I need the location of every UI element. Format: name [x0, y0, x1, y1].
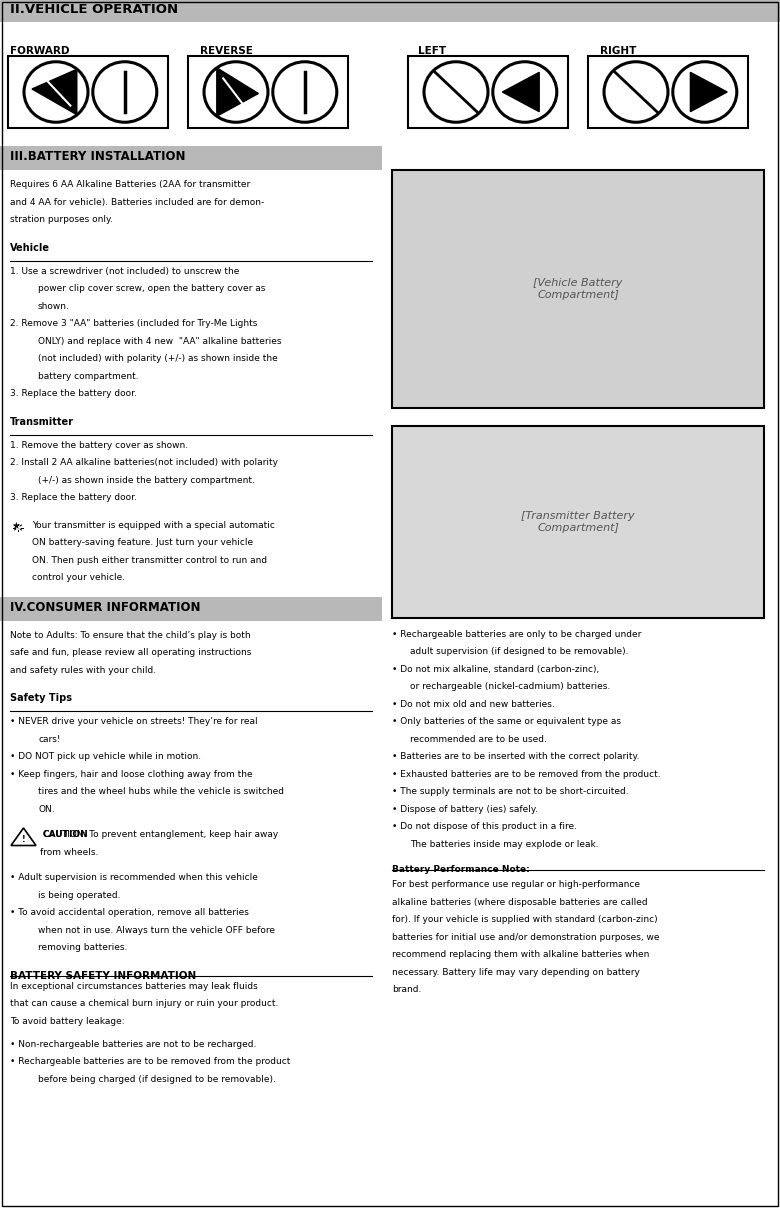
- Bar: [8, 56, 168, 128]
- Bar: [588, 56, 748, 128]
- Text: that can cause a chemical burn injury or ruin your product.: that can cause a chemical burn injury or…: [10, 999, 278, 1007]
- Text: [Vehicle Battery
Compartment]: [Vehicle Battery Compartment]: [534, 278, 622, 300]
- Text: • To avoid accidental operation, remove all batteries: • To avoid accidental operation, remove …: [10, 908, 249, 917]
- Text: 3. Replace the battery door.: 3. Replace the battery door.: [10, 389, 136, 397]
- Text: Vehicle: Vehicle: [10, 243, 50, 252]
- Text: BATTERY SAFETY INFORMATION: BATTERY SAFETY INFORMATION: [10, 970, 197, 981]
- Text: ON. Then push either transmitter control to run and: ON. Then push either transmitter control…: [32, 556, 267, 564]
- Text: cars!: cars!: [38, 734, 61, 743]
- Bar: [0, 0, 780, 22]
- Ellipse shape: [273, 62, 337, 122]
- Ellipse shape: [493, 62, 557, 122]
- Text: CAUTION: To prevent entanglement, keep hair away: CAUTION: To prevent entanglement, keep h…: [40, 830, 278, 840]
- Text: when not in use. Always turn the vehicle OFF before: when not in use. Always turn the vehicle…: [38, 925, 275, 935]
- Text: II.VEHICLE OPERATION: II.VEHICLE OPERATION: [10, 4, 178, 17]
- Text: RIGHT: RIGHT: [600, 46, 636, 56]
- Text: LEFT: LEFT: [418, 46, 446, 56]
- Text: ONLY) and replace with 4 new  "AA" alkaline batteries: ONLY) and replace with 4 new "AA" alkali…: [38, 337, 282, 345]
- Text: To avoid battery leakage:: To avoid battery leakage:: [10, 1016, 125, 1026]
- Text: ★: ★: [11, 521, 20, 530]
- Text: • Non-rechargeable batteries are not to be recharged.: • Non-rechargeable batteries are not to …: [10, 1040, 257, 1049]
- Bar: [0, 146, 382, 170]
- Ellipse shape: [204, 62, 268, 122]
- Text: Your transmitter is equipped with a special automatic: Your transmitter is equipped with a spec…: [32, 521, 275, 529]
- Text: safe and fun, please review all operating instructions: safe and fun, please review all operatin…: [10, 647, 251, 657]
- Text: recommend replacing them with alkaline batteries when: recommend replacing them with alkaline b…: [392, 951, 650, 959]
- Text: III.BATTERY INSTALLATION: III.BATTERY INSTALLATION: [10, 150, 186, 163]
- Text: power clip cover screw, open the battery cover as: power clip cover screw, open the battery…: [38, 284, 265, 294]
- Text: !: !: [22, 835, 25, 843]
- Text: removing batteries.: removing batteries.: [38, 943, 127, 952]
- Text: control your vehicle.: control your vehicle.: [32, 573, 125, 582]
- Text: alkaline batteries (where disposable batteries are called: alkaline batteries (where disposable bat…: [392, 898, 647, 907]
- Text: is being operated.: is being operated.: [38, 890, 120, 900]
- Text: • Do not mix old and new batteries.: • Do not mix old and new batteries.: [392, 699, 555, 709]
- Text: • Only batteries of the same or equivalent type as: • Only batteries of the same or equivale…: [392, 718, 621, 726]
- Text: IV.CONSUMER INFORMATION: IV.CONSUMER INFORMATION: [10, 600, 200, 614]
- Text: • Do not dispose of this product in a fire.: • Do not dispose of this product in a fi…: [392, 823, 577, 831]
- Ellipse shape: [673, 62, 737, 122]
- Text: (+/-) as shown inside the battery compartment.: (+/-) as shown inside the battery compar…: [38, 476, 255, 484]
- Text: ON.: ON.: [38, 805, 55, 813]
- Text: CAUTION: CAUTION: [42, 830, 87, 840]
- Text: and safety rules with your child.: and safety rules with your child.: [10, 666, 156, 674]
- Polygon shape: [217, 68, 258, 116]
- Text: Safety Tips: Safety Tips: [10, 693, 72, 703]
- Ellipse shape: [93, 62, 157, 122]
- Bar: [188, 56, 348, 128]
- Text: • NEVER drive your vehicle on streets! They’re for real: • NEVER drive your vehicle on streets! T…: [10, 718, 257, 726]
- Text: Requires 6 AA Alkaline Batteries (2AA for transmitter: Requires 6 AA Alkaline Batteries (2AA fo…: [10, 180, 250, 188]
- Text: battery compartment.: battery compartment.: [38, 372, 139, 381]
- Text: Transmitter: Transmitter: [10, 417, 74, 426]
- Text: • DO NOT pick up vehicle while in motion.: • DO NOT pick up vehicle while in motion…: [10, 753, 201, 761]
- Text: (not included) with polarity (+/-) as shown inside the: (not included) with polarity (+/-) as sh…: [38, 354, 278, 362]
- Text: The batteries inside may explode or leak.: The batteries inside may explode or leak…: [410, 840, 598, 849]
- Bar: [392, 170, 764, 408]
- Text: 1. Remove the battery cover as shown.: 1. Remove the battery cover as shown.: [10, 441, 188, 449]
- Polygon shape: [690, 72, 727, 111]
- Text: necessary. Battery life may vary depending on battery: necessary. Battery life may vary dependi…: [392, 968, 640, 977]
- Text: • Keep fingers, hair and loose clothing away from the: • Keep fingers, hair and loose clothing …: [10, 769, 253, 778]
- Text: shown.: shown.: [38, 302, 70, 310]
- Text: ON battery-saving feature. Just turn your vehicle: ON battery-saving feature. Just turn you…: [32, 538, 254, 547]
- Ellipse shape: [604, 62, 668, 122]
- Text: before being charged (if designed to be removable).: before being charged (if designed to be …: [38, 1075, 276, 1084]
- Text: • Exhausted batteries are to be removed from the product.: • Exhausted batteries are to be removed …: [392, 769, 661, 779]
- Text: • Rechargeable batteries are to be removed from the product: • Rechargeable batteries are to be remov…: [10, 1057, 290, 1067]
- Text: stration purposes only.: stration purposes only.: [10, 215, 113, 223]
- Text: from wheels.: from wheels.: [40, 848, 98, 856]
- Text: 2. Remove 3 "AA" batteries (included for Try-Me Lights: 2. Remove 3 "AA" batteries (included for…: [10, 319, 257, 329]
- Text: In exceptional circumstances batteries may leak fluids: In exceptional circumstances batteries m…: [10, 982, 257, 991]
- Ellipse shape: [424, 62, 488, 122]
- Text: Battery Performance Note:: Battery Performance Note:: [392, 865, 530, 875]
- Text: For best performance use regular or high-performance: For best performance use regular or high…: [392, 881, 640, 889]
- Bar: [0, 597, 382, 621]
- Text: Note to Adults: To ensure that the child’s play is both: Note to Adults: To ensure that the child…: [10, 631, 250, 639]
- Text: tires and the wheel hubs while the vehicle is switched: tires and the wheel hubs while the vehic…: [38, 786, 284, 796]
- Text: 1. Use a screwdriver (not included) to unscrew the: 1. Use a screwdriver (not included) to u…: [10, 267, 239, 275]
- Text: REVERSE: REVERSE: [200, 46, 253, 56]
- Text: FORWARD: FORWARD: [10, 46, 69, 56]
- Text: • Rechargeable batteries are only to be charged under: • Rechargeable batteries are only to be …: [392, 631, 641, 639]
- Ellipse shape: [24, 62, 88, 122]
- Text: recommended are to be used.: recommended are to be used.: [410, 734, 547, 744]
- Text: • The supply terminals are not to be short-circuited.: • The supply terminals are not to be sho…: [392, 788, 629, 796]
- Text: for). If your vehicle is supplied with standard (carbon-zinc): for). If your vehicle is supplied with s…: [392, 916, 658, 924]
- Text: or rechargeable (nickel-cadmium) batteries.: or rechargeable (nickel-cadmium) batteri…: [410, 683, 610, 691]
- Text: 2. Install 2 AA alkaline batteries(not included) with polarity: 2. Install 2 AA alkaline batteries(not i…: [10, 458, 278, 467]
- Polygon shape: [32, 69, 76, 115]
- Bar: [392, 426, 764, 618]
- Text: brand.: brand.: [392, 986, 421, 994]
- Bar: [408, 56, 568, 128]
- Text: batteries for initial use and/or demonstration purposes, we: batteries for initial use and/or demonst…: [392, 933, 660, 942]
- Text: • Adult supervision is recommended when this vehicle: • Adult supervision is recommended when …: [10, 873, 258, 882]
- Text: • Batteries are to be inserted with the correct polarity.: • Batteries are to be inserted with the …: [392, 753, 640, 761]
- Text: 3. Replace the battery door.: 3. Replace the battery door.: [10, 493, 136, 503]
- Text: adult supervision (if designed to be removable).: adult supervision (if designed to be rem…: [410, 647, 629, 656]
- Text: [Transmitter Battery
Compartment]: [Transmitter Battery Compartment]: [521, 511, 635, 533]
- Text: • Do not mix alkaline, standard (carbon-zinc),: • Do not mix alkaline, standard (carbon-…: [392, 664, 599, 674]
- Text: • Dispose of battery (ies) safely.: • Dispose of battery (ies) safely.: [392, 805, 538, 814]
- Text: and 4 AA for vehicle). Batteries included are for demon-: and 4 AA for vehicle). Batteries include…: [10, 197, 264, 207]
- Polygon shape: [502, 72, 539, 111]
